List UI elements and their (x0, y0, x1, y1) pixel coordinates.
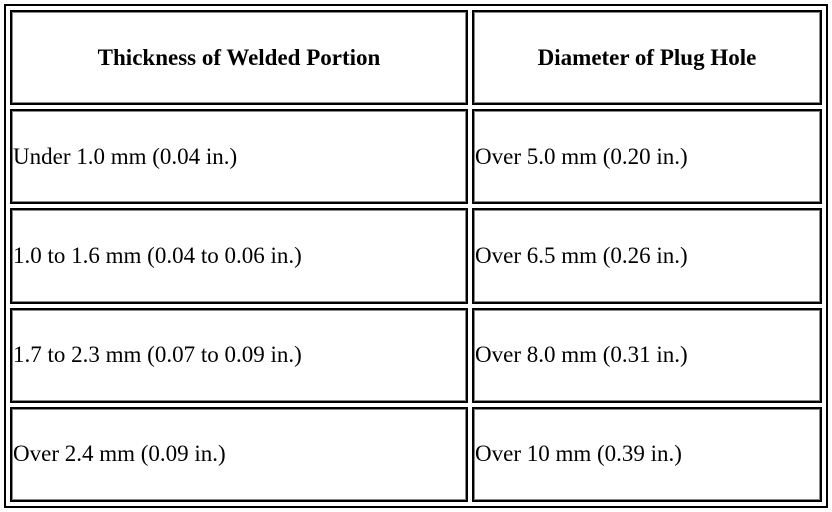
data-table: Thickness of Welded Portion Diameter of … (4, 4, 828, 508)
table-cell: Over 8.0 mm (0.31 in.) (472, 307, 822, 403)
table-row: Under 1.0 mm (0.04 in.) Over 5.0 mm (0.20… (10, 109, 822, 205)
table-cell: Over 10 mm (0.39 in.) (472, 406, 822, 502)
table-cell: Over 5.0 mm (0.20 in.) (472, 109, 822, 205)
table-row: Over 2.4 mm (0.09 in.) Over 10 mm (0.39 i… (10, 406, 822, 502)
table-cell: 1.0 to 1.6 mm (0.04 to 0.06 in.) (10, 208, 468, 304)
table-row: 1.7 to 2.3 mm (0.07 to 0.09 in.) Over 8.0… (10, 307, 822, 403)
table-body: Under 1.0 mm (0.04 in.) Over 5.0 mm (0.20… (10, 109, 822, 502)
table-cell: Under 1.0 mm (0.04 in.) (10, 109, 468, 205)
header-cell: Thickness of Welded Portion (10, 10, 468, 105)
header-row: Thickness of Welded Portion Diameter of … (10, 10, 822, 105)
header-cell: Diameter of Plug Hole (472, 10, 822, 105)
table-cell: Over 2.4 mm (0.09 in.) (10, 406, 468, 502)
table-cell: 1.7 to 2.3 mm (0.07 to 0.09 in.) (10, 307, 468, 403)
table-row: 1.0 to 1.6 mm (0.04 to 0.06 in.) Over 6.5… (10, 208, 822, 304)
table-head: Thickness of Welded Portion Diameter of … (10, 10, 822, 105)
table-cell: Over 6.5 mm (0.26 in.) (472, 208, 822, 304)
